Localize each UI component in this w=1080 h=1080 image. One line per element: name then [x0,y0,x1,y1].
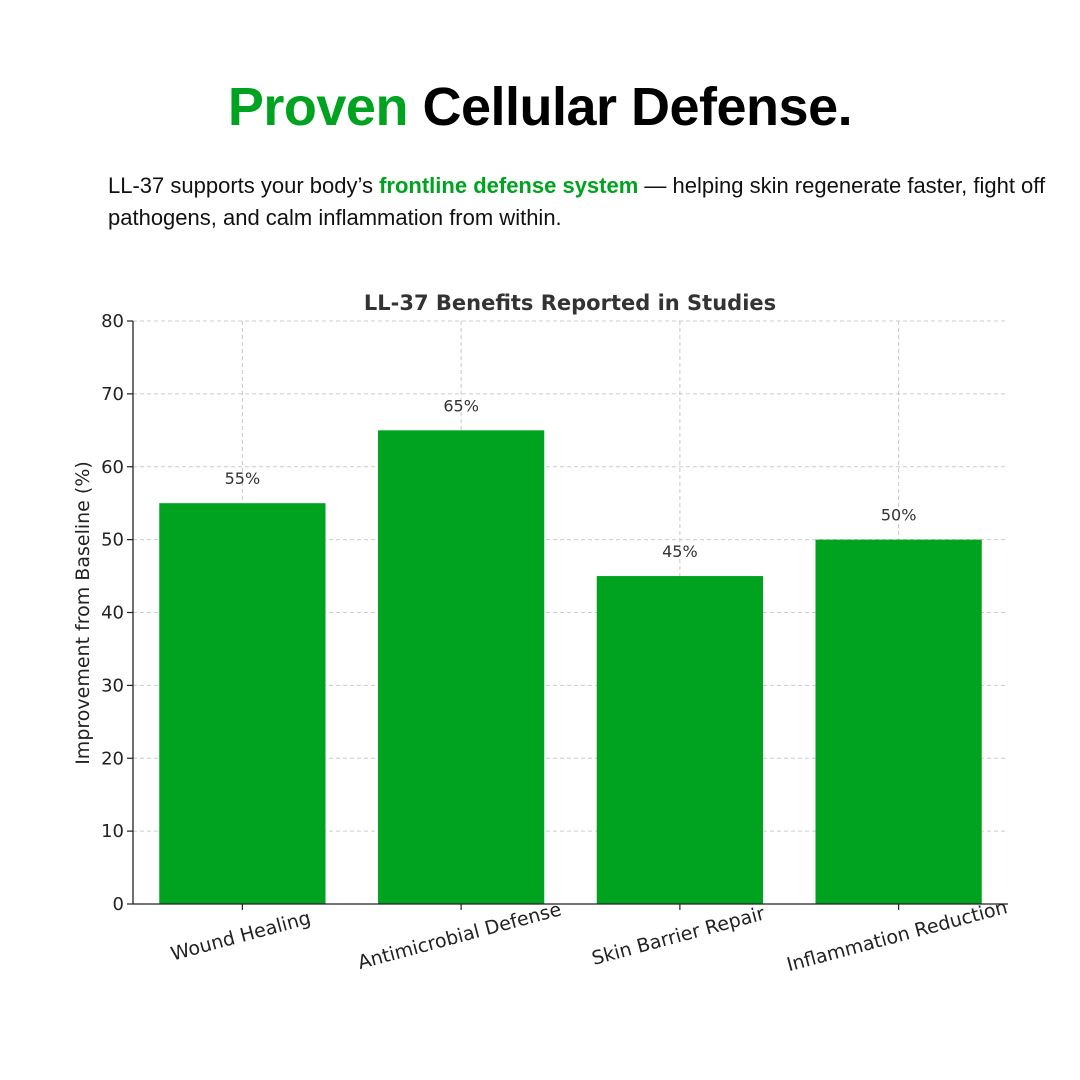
y-tick-label: 30 [101,675,124,696]
axis-layer [127,320,1008,910]
bar [378,430,545,904]
y-tick-label: 60 [101,457,124,478]
y-tick-label: 0 [113,894,124,915]
category-label: Skin Barrier Repair [589,902,767,969]
y-tick-label: 80 [101,311,124,332]
category-label: Antimicrobial Defense [355,898,563,974]
headline-rest: Cellular Defense. [407,77,853,137]
bar [159,503,326,904]
y-tick-label: 70 [101,384,124,405]
y-tick-label: 40 [101,603,124,624]
intro-text: LL-37 supports your body’s frontline def… [108,170,1048,234]
y-tick-label: 10 [101,821,124,842]
category-label: Inflammation Reduction [784,896,1009,976]
y-tick-label: 20 [101,748,124,769]
value-label: 55% [225,469,261,488]
bar [815,539,982,904]
headline-accent: Proven [227,77,409,137]
value-label: 65% [443,396,479,415]
y-tick-label: 50 [101,530,124,551]
intro-before: LL-37 supports your body’s [108,173,380,198]
chart-title: LL-37 Benefits Reported in Studies [364,291,776,315]
intro-highlight: frontline defense system [379,173,639,198]
intro-after: — helping skin regenerate faster, fight … [108,173,1046,230]
value-label: 45% [662,542,698,561]
headline: Proven Cellular Defense. [0,76,1080,138]
bar-layer [159,430,982,904]
category-label: Wound Healing [169,907,314,965]
y-axis-label: Improvement from Baseline (%) [72,461,94,765]
bar [596,576,763,904]
value-label: 50% [881,506,917,525]
